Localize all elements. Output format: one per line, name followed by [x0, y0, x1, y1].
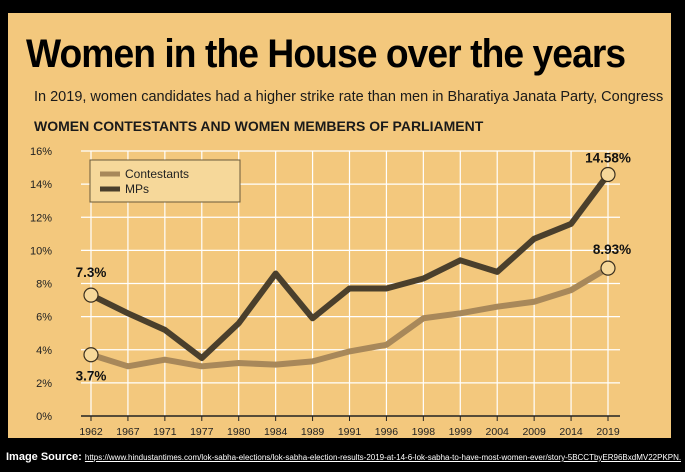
- x-tick-label: 1989: [301, 426, 325, 438]
- x-tick-label: 1962: [79, 426, 103, 438]
- x-tick-label: 1998: [412, 426, 436, 438]
- data-label: 3.7%: [76, 369, 107, 384]
- y-tick-label: 10%: [30, 245, 52, 257]
- y-tick-label: 4%: [36, 345, 52, 357]
- data-marker: [600, 260, 616, 276]
- x-tick-label: 2014: [559, 426, 583, 438]
- data-label: 7.3%: [76, 265, 107, 280]
- x-tick-label: 2019: [596, 426, 620, 438]
- data-marker: [600, 166, 616, 183]
- y-tick-label: 6%: [36, 312, 52, 324]
- y-tick-label: 12%: [30, 212, 52, 224]
- page-subtitle: In 2019, women candidates had a higher s…: [34, 89, 664, 105]
- annotation-layer: 7.3% 3.7% 14.58% 8.93%: [76, 151, 632, 384]
- y-tick-label: 8%: [36, 279, 52, 291]
- x-tick-label: 1996: [375, 426, 399, 438]
- x-tick-label: 1967: [116, 426, 140, 438]
- series-line-contestants: [88, 265, 611, 370]
- x-tick-label: 2004: [486, 426, 510, 438]
- data-marker: [83, 287, 99, 303]
- series-layer: [88, 171, 611, 370]
- x-tick-label: 1984: [264, 426, 288, 438]
- marker-layer: [83, 166, 616, 363]
- image-source-link[interactable]: https://www.hindustantimes.com/lok-sabha…: [84, 453, 681, 462]
- data-marker: [83, 347, 99, 363]
- image-source-label: Image Source:: [6, 451, 82, 463]
- axis-layer: 0% 2% 4% 6% 8% 10% 12% 14% 16% 1962 1967 1971 1977 19…: [30, 146, 620, 438]
- x-tick-label: 2009: [522, 426, 546, 438]
- x-tick-label: 1999: [449, 426, 473, 438]
- x-tick-label: 1977: [190, 426, 214, 438]
- y-tick-label: 0%: [36, 411, 52, 423]
- x-tick-label: 1980: [227, 426, 251, 438]
- x-tick-label: 1991: [338, 426, 362, 438]
- y-tick-label: 14%: [30, 179, 52, 191]
- data-label: 8.93%: [593, 242, 631, 257]
- y-tick-label: 16%: [30, 146, 52, 158]
- page-title: Women in the House over the years: [26, 32, 626, 76]
- series-line-mps: [88, 171, 611, 362]
- x-tick-label: 1971: [153, 426, 177, 438]
- legend-label: Contestants: [125, 167, 189, 181]
- y-tick-label: 2%: [36, 378, 52, 390]
- data-label: 14.58%: [585, 151, 631, 166]
- legend-box: [89, 159, 241, 203]
- legend-label: MPs: [125, 182, 149, 196]
- image-source-footer: Image Source: https://www.hindustantimes…: [6, 451, 681, 463]
- chart-heading: WOMEN CONTESTANTS AND WOMEN MEMBERS OF P…: [34, 118, 484, 134]
